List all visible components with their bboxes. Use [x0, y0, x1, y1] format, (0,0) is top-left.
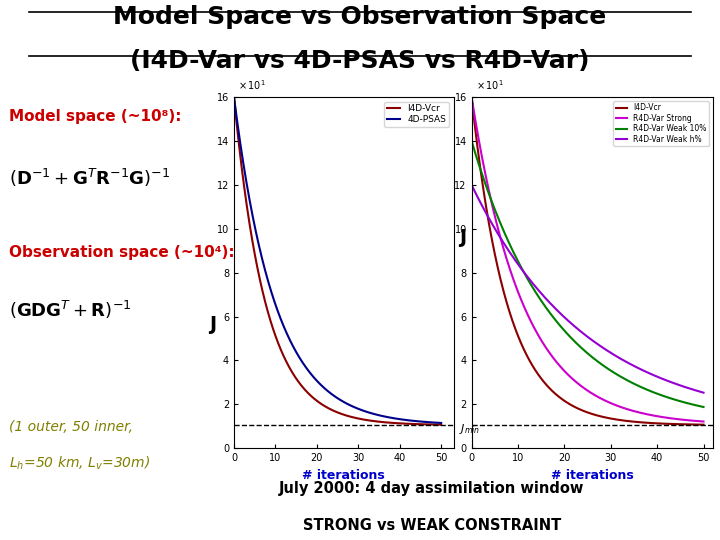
I4D-Vcr — [495, 272, 504, 278]
R4D-Var Weak 10% — [613, 372, 622, 378]
X-axis label: # iterations: # iterations — [302, 469, 385, 482]
Text: STRONG vs WEAK CONSTRAINT: STRONG vs WEAK CONSTRAINT — [303, 518, 561, 534]
R4D-Var Weak h% — [543, 296, 552, 303]
R4D-Var Weak h% — [467, 181, 476, 188]
Text: $\times\,10^1$: $\times\,10^1$ — [238, 78, 266, 92]
I4D-Vcr — [312, 397, 320, 403]
Line: R4D-Var Strong: R4D-Var Strong — [472, 97, 703, 422]
I4D-Vcr — [380, 419, 389, 426]
4D-PSAS — [380, 413, 389, 420]
R4D-Var Strong — [543, 346, 552, 353]
R4D-Var Strong — [636, 409, 644, 416]
Text: (I4D-Var vs 4D-PSAS vs R4D-Var): (I4D-Var vs 4D-PSAS vs R4D-Var) — [130, 49, 590, 72]
Text: L$_h$=50 km, L$_v$=30m): L$_h$=50 km, L$_v$=30m) — [9, 455, 150, 472]
4D-PSAS — [312, 376, 320, 383]
4D-PSAS — [297, 357, 306, 364]
I4D-Vcr — [255, 272, 264, 278]
Text: Observation space (~10⁴):: Observation space (~10⁴): — [9, 245, 235, 260]
I4D-Vcr — [699, 421, 708, 428]
I4D-Vcr — [467, 94, 476, 100]
4D-PSAS — [379, 413, 388, 420]
R4D-Var Strong — [635, 409, 644, 416]
R4D-Var Weak h% — [495, 233, 504, 240]
I4D-Vcr — [437, 421, 446, 428]
R4D-Var Weak h% — [559, 313, 568, 320]
R4D-Var Weak h% — [613, 354, 622, 360]
Legend: I4D-Vcr, 4D-PSAS: I4D-Vcr, 4D-PSAS — [384, 102, 449, 127]
I4D-Vcr — [360, 416, 369, 423]
I4D-Vcr — [635, 419, 644, 426]
R4D-Var Weak 10% — [495, 218, 504, 224]
R4D-Var Weak 10% — [467, 138, 476, 144]
4D-PSAS — [230, 94, 238, 100]
Line: R4D-Var Weak h%: R4D-Var Weak h% — [472, 185, 703, 393]
R4D-Var Weak h% — [699, 389, 708, 396]
R4D-Var Weak 10% — [636, 383, 644, 390]
R4D-Var Weak 10% — [635, 383, 644, 389]
4D-PSAS — [360, 408, 369, 414]
Text: $(\mathbf{D}^{-1} + \mathbf{G}^T\mathbf{R}^{-1}\mathbf{G})^{-1}$: $(\mathbf{D}^{-1} + \mathbf{G}^T\mathbf{… — [9, 167, 170, 190]
Text: J: J — [459, 228, 467, 247]
4D-PSAS — [437, 420, 446, 426]
X-axis label: # iterations: # iterations — [551, 469, 634, 482]
Text: (1 outer, 50 inner,: (1 outer, 50 inner, — [9, 420, 133, 434]
R4D-Var Strong — [699, 418, 708, 425]
R4D-Var Strong — [613, 403, 622, 409]
Legend: I4D-Vcr, R4D-Var Strong, R4D-Var Weak 10%, R4D-Var Weak h%: I4D-Vcr, R4D-Var Strong, R4D-Var Weak 10… — [613, 101, 709, 146]
Line: 4D-PSAS: 4D-PSAS — [234, 97, 441, 423]
I4D-Vcr — [613, 416, 622, 423]
R4D-Var Weak h% — [636, 366, 644, 372]
I4D-Vcr — [543, 382, 552, 389]
Text: Model space (~10⁸):: Model space (~10⁸): — [9, 109, 181, 124]
R4D-Var Strong — [559, 367, 568, 373]
I4D-Vcr — [636, 419, 644, 426]
R4D-Var Strong — [495, 231, 504, 238]
Text: July 2000: 4 day assimilation window: July 2000: 4 day assimilation window — [279, 481, 585, 496]
Text: Model Space vs Observation Space: Model Space vs Observation Space — [113, 5, 607, 29]
I4D-Vcr — [297, 382, 306, 389]
4D-PSAS — [255, 242, 264, 249]
R4D-Var Weak 10% — [559, 326, 568, 333]
Text: $J_{min}$: $J_{min}$ — [459, 422, 481, 436]
Text: J: J — [209, 315, 216, 334]
Line: I4D-Vcr: I4D-Vcr — [472, 97, 703, 424]
R4D-Var Weak h% — [635, 365, 644, 372]
I4D-Vcr — [230, 94, 238, 100]
I4D-Vcr — [379, 419, 388, 426]
Line: I4D-Vcr: I4D-Vcr — [234, 97, 441, 424]
R4D-Var Strong — [467, 94, 476, 100]
R4D-Var Weak 10% — [699, 404, 708, 410]
R4D-Var Weak 10% — [543, 306, 552, 313]
I4D-Vcr — [559, 397, 568, 403]
Text: $(\mathbf{GDG}^T + \mathbf{R})^{-1}$: $(\mathbf{GDG}^T + \mathbf{R})^{-1}$ — [9, 299, 132, 321]
Text: $\times\,10^1$: $\times\,10^1$ — [477, 78, 504, 92]
Line: R4D-Var Weak 10%: R4D-Var Weak 10% — [472, 141, 703, 407]
